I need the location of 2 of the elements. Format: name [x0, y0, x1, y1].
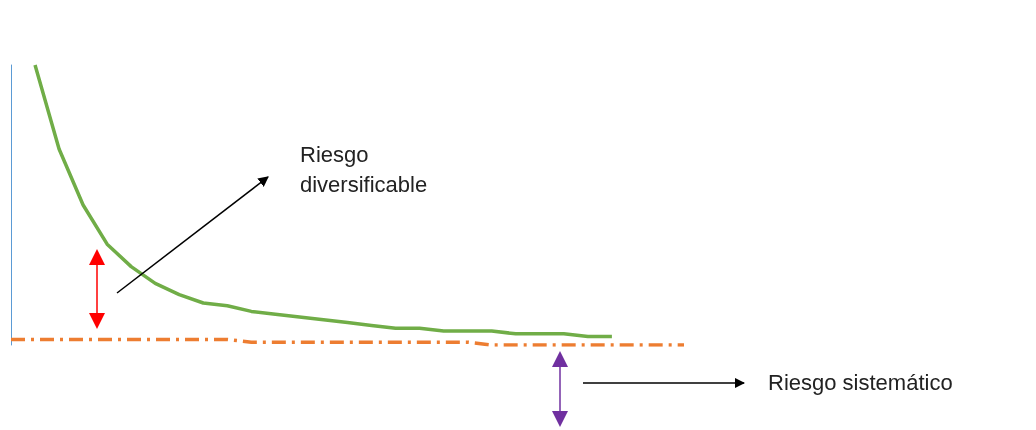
text: Riesgo sistemático: [768, 369, 954, 397]
annotation: Riesgo diversificable: [300, 141, 429, 199]
